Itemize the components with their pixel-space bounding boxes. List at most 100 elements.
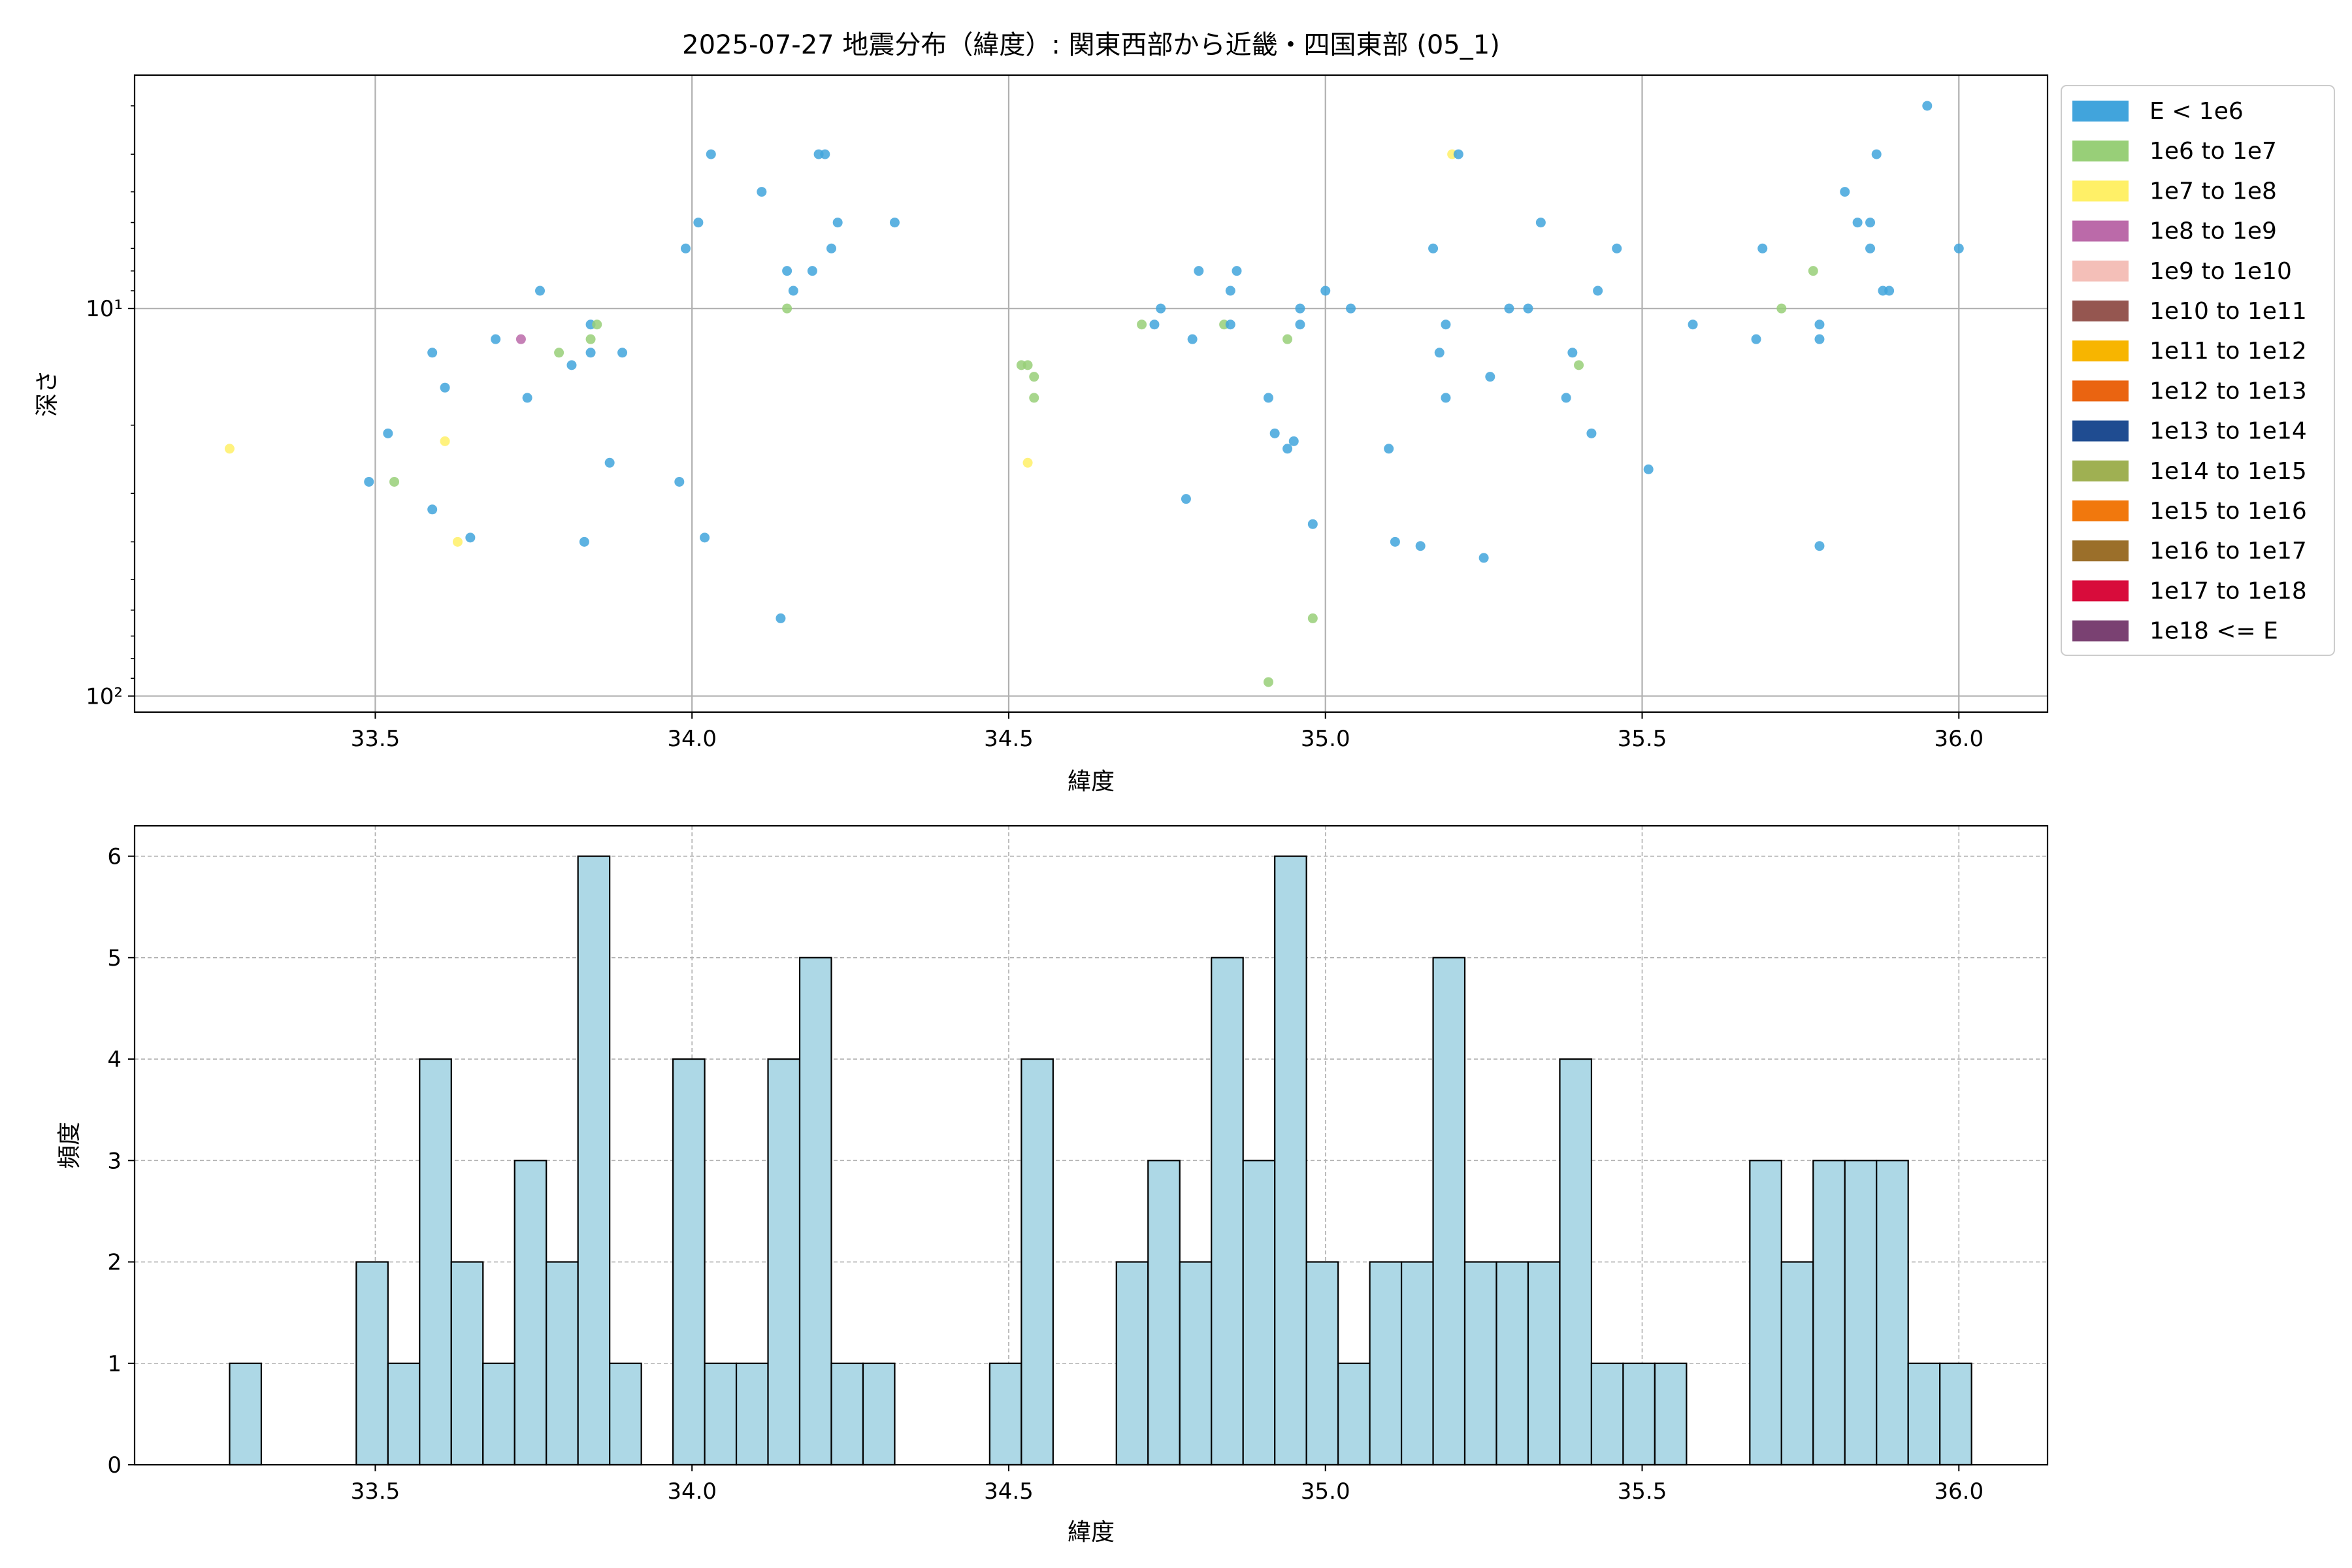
scatter-point	[585, 334, 596, 344]
histogram-y-tick-label: 3	[107, 1148, 122, 1174]
scatter-point	[782, 303, 792, 314]
legend-swatch	[2072, 380, 2129, 402]
scatter-point	[1865, 243, 1876, 253]
legend-swatch	[2072, 620, 2129, 642]
histogram-bar	[1400, 1261, 1434, 1466]
histogram-bar	[1559, 1058, 1593, 1466]
histogram-y-tick-label: 2	[107, 1250, 122, 1276]
scatter-x-tick-label: 35.0	[1301, 726, 1350, 752]
scatter-point	[1523, 303, 1533, 314]
scatter-point	[820, 149, 830, 159]
scatter-panel: 33.5 34.0 34.5 35.0 35.5 36.0 10¹ 10² 緯度 深さ	[34, 74, 2049, 795]
scatter-point	[782, 266, 792, 276]
scatter-point	[1181, 494, 1191, 504]
scatter-point	[680, 243, 691, 253]
histogram-bar	[1622, 1362, 1656, 1466]
histogram-bar	[1021, 1058, 1054, 1466]
scatter-point	[706, 149, 716, 159]
scatter-point	[1263, 677, 1273, 687]
scatter-point	[1612, 243, 1622, 253]
histogram-bar	[450, 1261, 484, 1466]
scatter-point	[1478, 553, 1489, 563]
scatter-point	[604, 457, 615, 468]
histogram-bar	[1179, 1261, 1213, 1466]
legend-label: 1e15 to 1e16	[2149, 498, 2307, 525]
scatter-point	[535, 286, 546, 296]
histogram-bar	[798, 956, 832, 1466]
scatter-y-label: 深さ	[34, 370, 61, 417]
histogram-bars	[229, 855, 1972, 1466]
legend-swatch	[2072, 500, 2129, 521]
histogram-axes-frame	[133, 825, 2049, 1466]
histogram-bar	[1274, 855, 1307, 1466]
scatter-point	[693, 218, 704, 228]
scatter-point	[1149, 319, 1160, 330]
legend-label: 1e10 to 1e11	[2149, 298, 2307, 325]
histogram-bar	[1432, 956, 1466, 1466]
scatter-point	[1187, 334, 1198, 344]
scatter-point	[1865, 218, 1876, 228]
histogram-x-tick-label: 35.0	[1301, 1478, 1350, 1505]
histogram-bar	[1780, 1261, 1814, 1466]
histogram-bar	[735, 1362, 769, 1466]
histogram-bar	[704, 1362, 738, 1466]
histogram-bar	[482, 1362, 515, 1466]
scatter-point	[1390, 536, 1400, 547]
histogram-bar	[1147, 1160, 1181, 1466]
scatter-point	[1840, 187, 1850, 197]
scatter-point	[1194, 266, 1204, 276]
histogram-bar	[1211, 956, 1244, 1466]
scatter-point	[1282, 334, 1293, 344]
histogram-bar	[1844, 1160, 1878, 1466]
scatter-point	[452, 536, 463, 547]
histogram-bar	[1749, 1160, 1782, 1466]
legend-label: 1e9 to 1e10	[2149, 258, 2292, 285]
histogram-x-label: 緯度	[1068, 1519, 1115, 1546]
scatter-point	[826, 243, 836, 253]
histogram-bar	[1812, 1160, 1846, 1466]
scatter-x-tick-label: 34.0	[667, 726, 717, 752]
histogram-bar	[1463, 1261, 1497, 1466]
scatter-point	[1441, 393, 1451, 403]
histogram-bar	[419, 1058, 452, 1466]
scatter-point	[1434, 348, 1445, 358]
legend-swatch	[2072, 340, 2129, 362]
legend-items: E < 1e6 1e6 to 1e7 1e7 to 1e8 1e8 to 1e9 1e9…	[2072, 98, 2307, 645]
scatter-point	[566, 360, 577, 370]
scatter-point	[440, 436, 450, 446]
scatter-x-tick-label: 33.5	[351, 726, 400, 752]
scatter-y-ticks: 10¹ 10²	[86, 105, 135, 710]
histogram-panel: 33.5 34.0 34.5 35.0 35.5 36.0 0 1 2 3 4 5 6 緯度 頻度	[56, 825, 2049, 1546]
legend-label: 1e16 to 1e17	[2149, 538, 2307, 564]
legend-label: 1e13 to 1e14	[2149, 418, 2307, 445]
scatter-point	[1156, 303, 1166, 314]
histogram-y-tick-label: 5	[107, 945, 122, 972]
legend-swatch	[2072, 140, 2129, 162]
scatter-point	[465, 532, 476, 543]
scatter-point	[515, 334, 526, 344]
scatter-point	[1504, 303, 1514, 314]
histogram-bar	[514, 1160, 547, 1466]
scatter-point	[1029, 372, 1039, 382]
scatter-point	[1922, 101, 1933, 111]
scatter-point	[224, 444, 235, 454]
scatter-point	[1586, 428, 1597, 438]
scatter-point	[1453, 149, 1463, 159]
histogram-bar	[1654, 1362, 1688, 1466]
scatter-x-tick-label: 34.5	[984, 726, 1034, 752]
scatter-point	[1137, 319, 1147, 330]
histogram-bar	[1115, 1261, 1149, 1466]
scatter-point	[427, 348, 438, 358]
scatter-point	[1751, 334, 1761, 344]
scatter-point	[1871, 149, 1882, 159]
histogram-y-label: 頻度	[56, 1122, 83, 1169]
scatter-point	[1263, 393, 1273, 403]
scatter-point	[807, 266, 817, 276]
histogram-y-tick-label: 1	[107, 1351, 122, 1377]
legend-swatch	[2072, 101, 2129, 122]
scatter-gridlines	[135, 75, 2048, 712]
histogram-bar	[1495, 1261, 1529, 1466]
histogram-bar	[1242, 1160, 1276, 1466]
scatter-x-tick-label: 35.5	[1618, 726, 1667, 752]
histogram-x-tick-label: 34.0	[667, 1478, 717, 1505]
